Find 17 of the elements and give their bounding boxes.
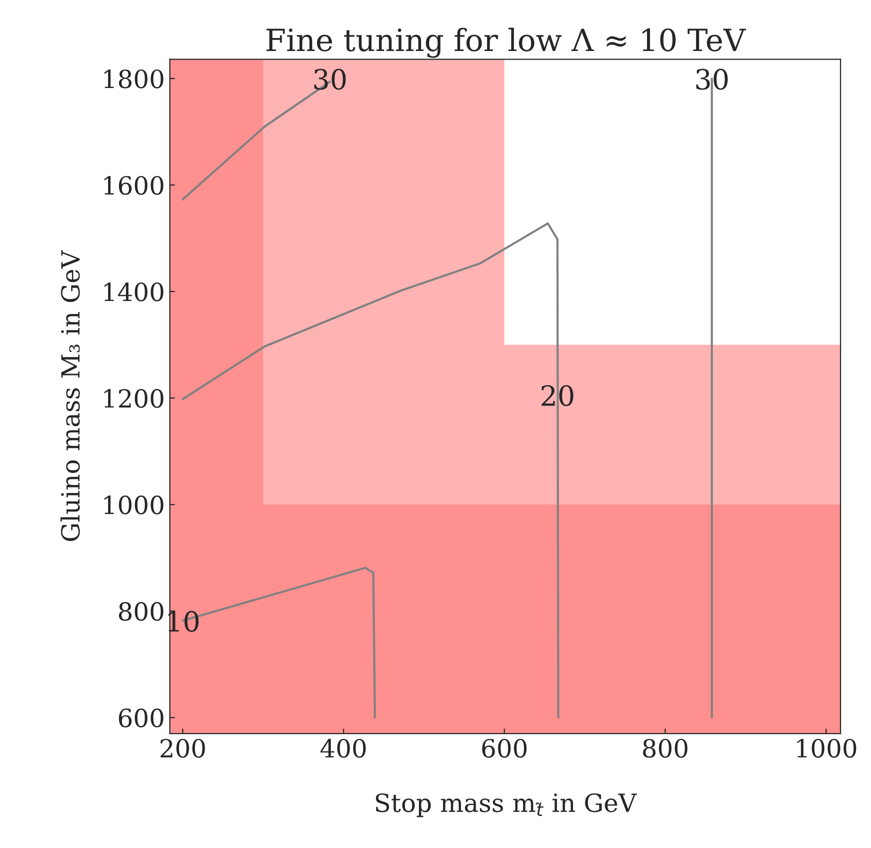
x-tick-label: 1000 <box>797 738 856 758</box>
y-tick-label: 1600 <box>104 176 164 195</box>
annotation: 30 <box>696 68 728 90</box>
x-tick-label: 400 <box>320 738 366 758</box>
y-tick-label: 1200 <box>104 388 164 408</box>
y-tick-label: 1400 <box>104 282 164 302</box>
y-tick-label: 1000 <box>104 495 164 514</box>
chart-title: Fine tuning for low Λ ≈ 10 TeV <box>266 28 746 58</box>
y-tick-label: 800 <box>118 602 164 621</box>
x-tick-label: 800 <box>643 738 688 758</box>
y-axis-title: Gluino mass M₃ in GeV <box>60 250 80 541</box>
y-tick-label: 1800 <box>104 69 164 88</box>
x-tick-label: 200 <box>160 738 205 758</box>
annotation: 30 <box>314 68 346 90</box>
x-tick-label: 600 <box>482 738 527 758</box>
y-tick-label: 600 <box>118 708 164 728</box>
x-axis-title: Stop mass m$_{t̃}$ in GeV <box>376 793 637 818</box>
